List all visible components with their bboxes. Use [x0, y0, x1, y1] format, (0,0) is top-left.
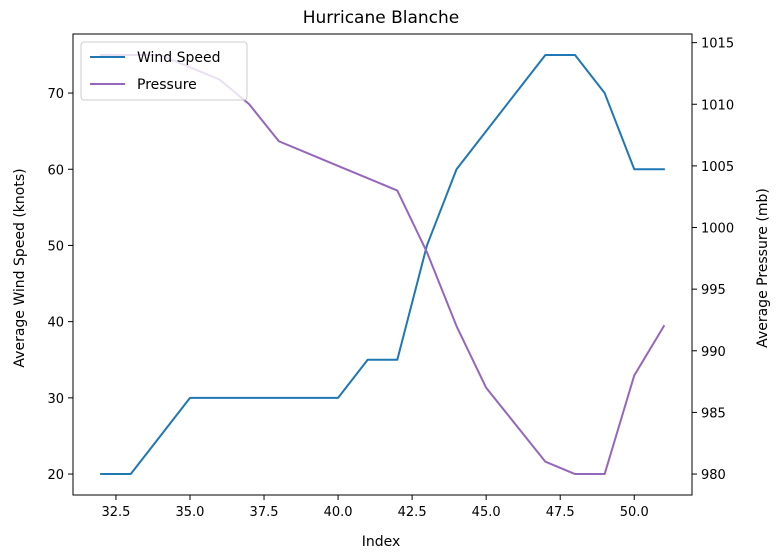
x-tick-label: 45.0	[472, 505, 501, 520]
series-layer	[100, 53, 666, 476]
legend: Wind Speed Pressure	[80, 41, 248, 101]
x-tick-label: 40.0	[324, 505, 353, 520]
series-line-pressure	[100, 53, 666, 476]
right-y-tick-label: 990	[701, 345, 726, 360]
right-y-tick-label: 980	[701, 468, 726, 483]
left-y-tick-label: 70	[47, 87, 64, 102]
left-y-tick-label: 30	[47, 392, 64, 407]
series-line-wind-speed	[100, 53, 665, 476]
legend-label-pressure: Pressure	[137, 77, 197, 93]
left-y-axis-label: Average Wind Speed (knots)	[12, 168, 28, 367]
right-y-tick-label: 985	[701, 406, 726, 421]
right-y-tick-label: 1000	[701, 222, 734, 237]
x-tick-label: 35.0	[176, 505, 205, 520]
x-tick-label: 42.5	[398, 505, 427, 520]
x-tick-label: 50.0	[620, 505, 649, 520]
x-axis-label: Index	[362, 534, 401, 550]
axes-layer: 32.5 35.0 37.5 40.0 42.5 45.0 47.5 50.0 20 30 40 50…	[47, 33, 734, 520]
x-tick-label: 37.5	[250, 505, 279, 520]
x-tick-label: 32.5	[101, 505, 130, 520]
right-y-tick-label: 1005	[701, 160, 734, 175]
left-y-tick-label: 20	[47, 468, 64, 483]
chart-title: Hurricane Blanche	[303, 8, 460, 28]
right-y-tick-label: 995	[701, 283, 726, 298]
right-y-tick-label: 1015	[701, 37, 734, 52]
left-y-tick-label: 50	[47, 239, 64, 254]
left-y-tick-label: 40	[47, 316, 64, 331]
left-y-tick-label: 60	[47, 163, 64, 178]
legend-label-wind-speed: Wind Speed	[137, 50, 221, 66]
right-y-tick-label: 1010	[701, 98, 734, 113]
plot-frame	[72, 33, 693, 496]
right-y-axis-label: Average Pressure (mb)	[755, 188, 771, 348]
x-tick-label: 47.5	[546, 505, 575, 520]
